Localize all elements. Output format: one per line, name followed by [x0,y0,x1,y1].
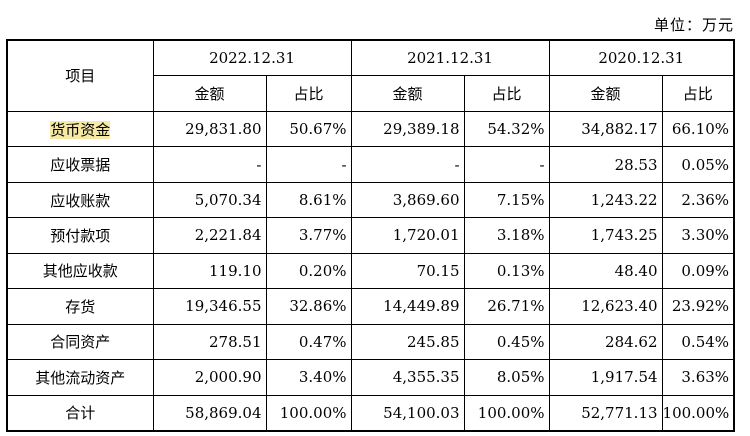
table-row: 货币资金 29,831.80 50.67% 29,389.18 54.32% 34,882… [6,110,736,148]
amount-header: 金额 [548,75,663,112]
ratio-cell: 54.32% [463,110,550,148]
unit-label: 单位：万元 [653,16,734,34]
ratio-cell: 0.13% [463,252,550,290]
total-row: 合计 58,869.04 100.00% 54,100.03 100.00% 52,771… [6,394,736,432]
amount-cell: 58,869.04 [152,394,267,432]
table-row: 预付款项 2,221.84 3.77% 1,720.01 3.18% 1,743.25 3.… [6,217,736,254]
ratio-cell: 7.15% [463,181,550,219]
ratio-cell: 100.00% [463,394,550,432]
header-row-subcolumns: 金额 占比 金额 占比 金额 占比 [7,75,736,112]
row-item-label: 应收票据 [6,146,154,183]
amount-cell: 48.40 [548,252,663,290]
row-item-label: 其他流动资产 [6,359,154,396]
ratio-cell: 32.86% [265,288,352,325]
amount-cell: 28.53 [548,146,663,183]
row-item-label: 应收账款 [6,181,154,219]
amount-cell: 70.15 [350,252,465,290]
ratio-header: 占比 [661,75,736,112]
item-text: 存货 [65,297,96,316]
item-text: 货币资金 [50,120,111,139]
total-label: 合计 [6,394,154,432]
amount-cell: 4,355.35 [350,359,465,396]
ratio-cell: 0.05% [661,146,736,183]
ratio-cell: 0.09% [661,252,736,290]
row-item-label: 其他应收款 [6,252,154,290]
item-text: 其他流动资产 [35,368,126,387]
table-row: 其他流动资产 2,000.90 3.40% 4,355.35 8.05% 1,917.54… [6,359,736,396]
ratio-cell: 3.63% [661,359,736,396]
amount-cell: 29,389.18 [350,110,465,148]
amount-cell: 119.10 [152,252,267,290]
table-row: 应收票据 - - - -28.53 0.05% [6,146,736,183]
amount-cell: 284.62 [548,323,663,361]
amount-cell: 1,720.01 [350,217,465,254]
ratio-cell: 2.36% [661,181,736,219]
ratio-cell: 0.45% [463,323,550,361]
amount-cell: 245.85 [350,323,465,361]
row-item-label: 合同资产 [6,323,154,361]
ratio-cell: 0.54% [661,323,736,361]
row-item-label: 预付款项 [6,217,154,254]
amount-cell: 29,831.80 [152,110,267,148]
ratio-cell: 3.30% [661,217,736,254]
item-text: 其他应收款 [42,262,118,281]
amount-cell: 12,623.40 [548,288,663,325]
amount-cell: - [152,146,267,183]
ratio-cell: 8.61% [265,181,352,219]
row-item-label: 存货 [6,288,154,325]
item-text: 应收票据 [50,156,111,175]
table-row: 存货 19,346.55 32.86% 14,449.89 26.71% 12,623.4… [6,288,736,325]
amount-cell: 2,000.90 [152,359,267,396]
amount-cell: 1,243.22 [548,181,663,219]
table-row: 应收账款 5,070.34 8.61% 3,869.60 7.15% 1,243.22 2.… [6,181,736,219]
ratio-cell: 50.67% [265,110,352,148]
ratio-cell: 100.00% [661,394,736,432]
item-text: 应收账款 [50,191,111,210]
amount-cell: 54,100.03 [350,394,465,432]
row-item-label: 货币资金 [6,110,154,148]
item-text: 预付款项 [50,226,111,245]
year-header-2020: 2020.12.31 [548,39,736,77]
amount-cell: 1,917.54 [548,359,663,396]
current-assets-table: 项目 2022.12.31 2021.12.31 2020.12.31 金额 占… [6,38,736,432]
amount-cell: 34,882.17 [548,110,663,148]
ratio-cell: 8.05% [463,359,550,396]
ratio-cell: - [463,146,550,183]
amount-cell: 2,221.84 [152,217,267,254]
ratio-cell: 3.40% [265,359,352,396]
amount-header: 金额 [350,75,465,112]
amount-header: 金额 [152,75,267,112]
table-row: 其他应收款 119.10 0.20% 70.15 0.13% 48.40 0.09% [6,252,736,290]
amount-cell: 14,449.89 [350,288,465,325]
ratio-cell: 100.00% [265,394,352,432]
table-row: 合同资产 278.51 0.47% 245.85 0.45% 284.62 0.54% [6,323,736,361]
ratio-cell: 3.18% [463,217,550,254]
amount-cell: - [350,146,465,183]
ratio-cell: 0.20% [265,252,352,290]
ratio-cell: 3.77% [265,217,352,254]
amount-cell: 278.51 [152,323,267,361]
ratio-cell: 66.10% [661,110,736,148]
year-header-2022: 2022.12.31 [152,39,352,77]
item-text: 合计 [65,404,96,423]
amount-cell: 5,070.34 [152,181,267,219]
ratio-cell: - [265,146,352,183]
header-row-years: 项目 2022.12.31 2021.12.31 2020.12.31 [6,38,736,112]
ratio-cell: 26.71% [463,288,550,325]
item-column-header: 项目 [6,38,154,112]
item-text: 合同资产 [50,333,111,352]
amount-cell: 52,771.13 [548,394,663,432]
amount-cell: 19,346.55 [152,288,267,325]
year-header-2021: 2021.12.31 [350,39,550,77]
amount-cell: 1,743.25 [548,217,663,254]
ratio-header: 占比 [265,75,352,112]
ratio-header: 占比 [463,75,550,112]
ratio-cell: 23.92% [661,288,736,325]
ratio-cell: 0.47% [265,323,352,361]
amount-cell: 3,869.60 [350,181,465,219]
